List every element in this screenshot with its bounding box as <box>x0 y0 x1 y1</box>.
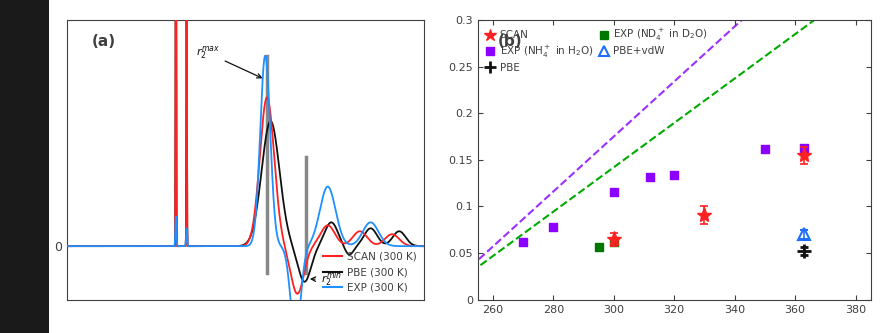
Point <box>643 174 657 179</box>
Point <box>516 239 530 244</box>
Text: $r_2^{max}$: $r_2^{max}$ <box>196 45 262 78</box>
Point <box>667 172 681 177</box>
Point <box>606 239 621 244</box>
Legend: SCAN (300 K), PBE (300 K), EXP (300 K): SCAN (300 K), PBE (300 K), EXP (300 K) <box>321 250 419 294</box>
Text: $r_2^{min}$: $r_2^{min}$ <box>311 270 342 289</box>
Point <box>758 146 772 151</box>
Point <box>591 244 605 249</box>
Text: (b): (b) <box>497 34 522 49</box>
Point <box>797 145 812 151</box>
Text: (a): (a) <box>92 34 116 49</box>
Point <box>606 190 621 195</box>
Legend: SCAN, EXP (NH$_4^+$ in H$_2$O), PBE, EXP (ND$_4^+$ in D$_2$O), PBE+vdW: SCAN, EXP (NH$_4^+$ in H$_2$O), PBE, EXP… <box>483 25 710 75</box>
Point <box>547 224 561 230</box>
